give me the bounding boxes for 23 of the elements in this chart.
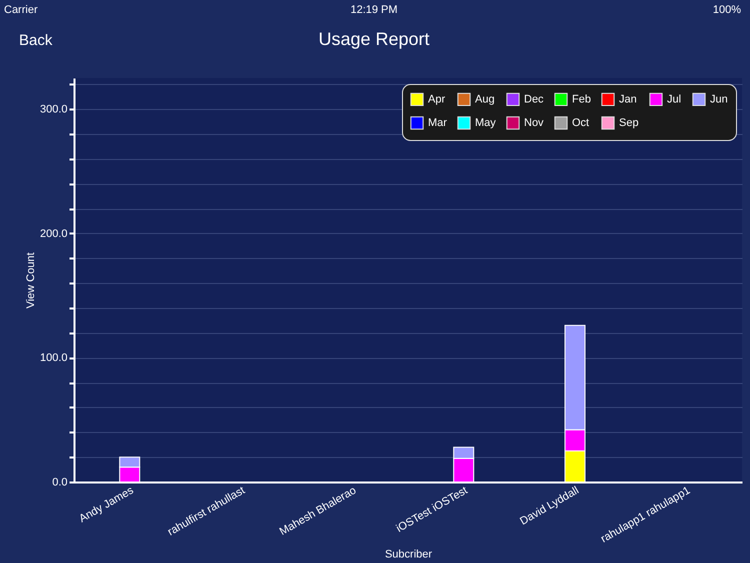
legend-label: Sep — [619, 117, 639, 129]
legend-label: Apr — [428, 93, 446, 106]
text: 100% — [712, 4, 742, 16]
legend-label: Feb — [572, 93, 591, 106]
legend-label: Oct — [572, 117, 590, 129]
y-tick-label: 200.0 — [40, 228, 68, 240]
legend-label: Jun — [710, 93, 728, 106]
y-tick-label: 100.0 — [40, 352, 68, 364]
legend-label: May — [475, 117, 496, 129]
x-axis-title: Subcriber — [384, 548, 432, 560]
legend-label: Aug — [475, 93, 495, 106]
legend-label: Mar — [428, 117, 448, 129]
legend-label: Jul — [667, 93, 682, 106]
text: Back — [19, 32, 53, 49]
text: Carrier — [4, 4, 38, 16]
y-tick-label: 0.0 — [52, 476, 68, 488]
text: 12:19 PM — [350, 4, 398, 16]
y-tick-label: 300.0 — [40, 104, 68, 116]
legend-label: Jan — [619, 93, 637, 106]
legend-label: Nov — [524, 117, 544, 129]
y-axis-title: View Count — [24, 252, 37, 309]
legend-label: Dec — [524, 93, 544, 106]
chart-title: Usage Report — [318, 29, 430, 49]
